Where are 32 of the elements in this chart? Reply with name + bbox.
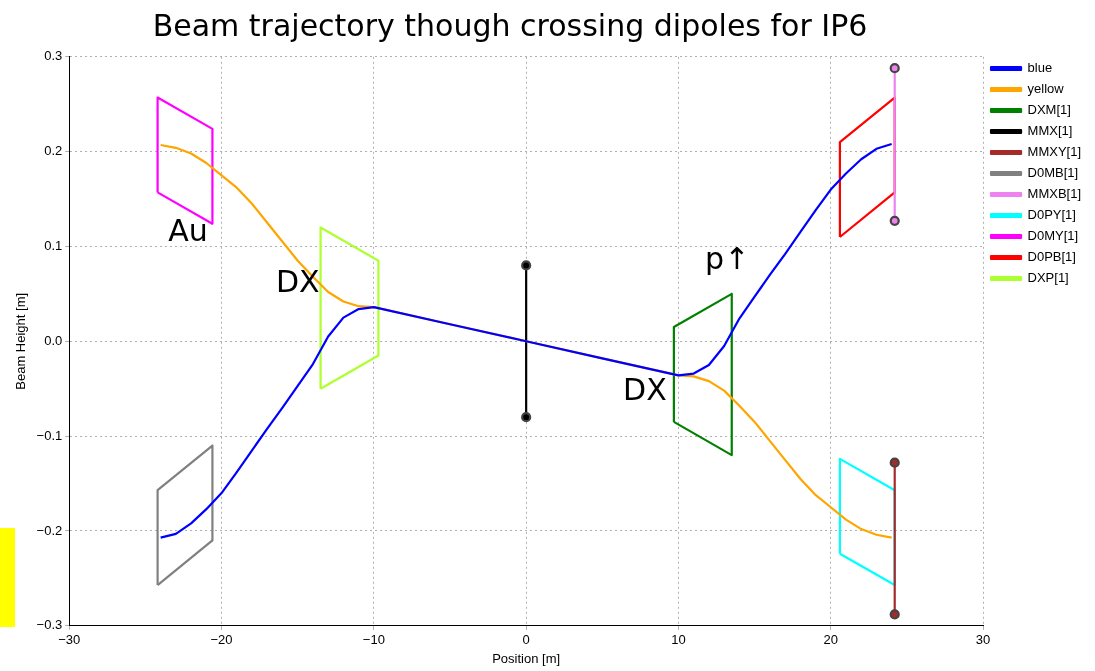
y-tick-label: 0.0 <box>44 332 63 348</box>
y-axis-title: Beam Height [m] <box>13 292 29 390</box>
x-tick-label: 0 <box>522 632 530 648</box>
annotation: Au <box>168 212 208 248</box>
x-axis-title: Position [m] <box>492 650 561 666</box>
x-tick-label: 10 <box>671 632 686 648</box>
y-tick-label: −0.3 <box>36 617 63 633</box>
legend-label: D0PB[1] <box>1027 249 1076 265</box>
y-tick-label: −0.1 <box>36 427 63 443</box>
x-tick-label: −10 <box>362 632 385 648</box>
annotation: DX <box>623 372 667 408</box>
legend-label: DXM[1] <box>1027 102 1071 118</box>
x-tick-label: −20 <box>210 632 233 648</box>
y-tick-label: 0.3 <box>44 48 63 64</box>
chart-title: Beam trajectory though crossing dipoles for IP6 <box>151 8 869 43</box>
x-tick-label: 20 <box>823 632 838 648</box>
legend-label: blue <box>1027 60 1053 76</box>
x-tick-label: 30 <box>975 632 991 648</box>
legend-label: MMXB[1] <box>1027 186 1082 202</box>
annotation: p↑ <box>705 241 750 277</box>
y-tick-label: 0.1 <box>44 238 63 254</box>
legend-label: yellow <box>1027 81 1065 97</box>
legend-label: MMXY[1] <box>1027 144 1082 160</box>
y-tick-label: 0.2 <box>44 143 63 159</box>
legend-label: DXP[1] <box>1027 270 1069 286</box>
legend-label: D0PY[1] <box>1027 207 1076 223</box>
legend-label: D0MY[1] <box>1027 228 1079 244</box>
y-tick-label: −0.2 <box>36 522 63 538</box>
legend-label: D0MB[1] <box>1027 165 1079 181</box>
annotation: DX <box>275 264 320 300</box>
x-tick-label: −30 <box>58 632 81 648</box>
legend-label: MMX[1] <box>1027 123 1073 139</box>
